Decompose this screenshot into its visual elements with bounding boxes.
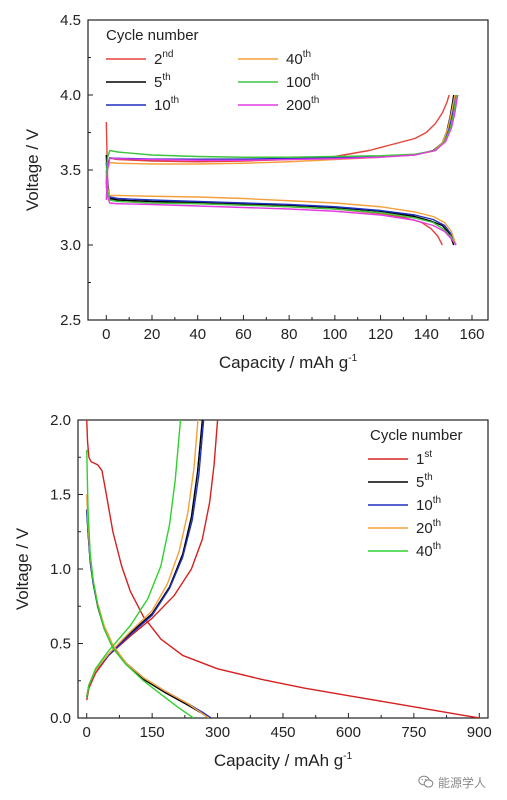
x-tick-label: 300 — [205, 724, 230, 741]
x-axis-label: Capacity / mAh g-1 — [214, 751, 353, 770]
legend-entry: 1st — [416, 449, 432, 468]
y-tick-label: 0.0 — [50, 710, 71, 727]
series-2-discharge-line — [86, 509, 210, 718]
legend-entry: 20th — [416, 518, 441, 537]
legend-entry: 10th — [154, 95, 179, 114]
series-1-discharge-line — [86, 420, 480, 718]
x-tick-label: 80 — [281, 326, 298, 343]
y-tick-label: 4.0 — [60, 87, 81, 104]
legend: Cycle number 2nd 5th 10th 40th 100th 200th — [106, 27, 319, 114]
x-tick-label: 150 — [140, 724, 165, 741]
x-tick-label: 0 — [83, 724, 91, 741]
x-tick-label: 100 — [322, 326, 347, 343]
chart-bottom: 0 150 300 450 600 750 900 0.0 0.5 1.0 1.5 2.0 Capaci… — [13, 412, 492, 770]
x-tick-label: 900 — [467, 724, 492, 741]
legend-title: Cycle number — [106, 27, 199, 44]
y-tick-label: 0.5 — [50, 636, 71, 653]
legend-entry: 2nd — [154, 49, 173, 68]
legend-title: Cycle number — [370, 427, 463, 444]
x-tick-label: 750 — [401, 724, 426, 741]
series-1-charge-line — [86, 420, 219, 701]
x-tick-label: 40 — [189, 326, 206, 343]
y-axis-label: Voltage / V — [23, 128, 42, 211]
legend: Cycle number 1st 5th 10th 20th 40th — [368, 427, 463, 560]
x-tick-label: 450 — [270, 724, 295, 741]
series-layer — [86, 420, 480, 718]
legend-entry: 40th — [286, 49, 311, 68]
y-axis-label: Voltage / V — [13, 527, 32, 610]
series-5-discharge-line — [105, 169, 457, 246]
watermark-text: 能源学人 — [438, 775, 487, 790]
x-tick-label: 120 — [368, 326, 393, 343]
series-4-discharge-line — [105, 169, 457, 246]
legend-entry: 10th — [416, 495, 441, 514]
legend-entry: 40th — [416, 541, 441, 560]
series-layer — [105, 94, 459, 246]
series-5-charge-line — [105, 94, 458, 178]
y-tick-label: 2.0 — [50, 412, 71, 429]
y-tick-label: 4.5 — [60, 12, 81, 29]
legend-entry: 100th — [286, 72, 319, 91]
wechat-icon — [418, 775, 434, 788]
chart-top: 0 20 40 60 80 100 120 140 160 2.5 3.0 3.5 4.0 4.5 Capa… — [23, 12, 489, 372]
series-6-discharge-line — [105, 177, 457, 246]
y-tick-label: 3.0 — [60, 237, 81, 254]
x-tick-label: 0 — [102, 326, 110, 343]
series-3-charge-line — [86, 420, 205, 698]
series-3-discharge-line — [105, 162, 457, 246]
y-tick-label: 2.5 — [60, 312, 81, 329]
x-tick-label: 20 — [144, 326, 161, 343]
legend-entry: 5th — [416, 472, 433, 491]
series-5-charge-line — [86, 420, 182, 698]
y-tick-label: 1.5 — [50, 487, 71, 504]
watermark: 能源学人 — [418, 772, 502, 792]
x-tick-label: 160 — [459, 326, 484, 343]
series-6-charge-line — [105, 94, 459, 201]
x-axis-label: Capacity / mAh g-1 — [219, 353, 358, 372]
series-4-charge-line — [105, 94, 456, 186]
legend-entry: 5th — [154, 72, 171, 91]
y-tick-label: 3.5 — [60, 162, 81, 179]
plot-frame — [77, 419, 489, 719]
series-5-discharge-line — [86, 449, 194, 718]
legend-entry: 200th — [286, 95, 319, 114]
x-tick-label: 600 — [336, 724, 361, 741]
y-tick-label: 1.0 — [50, 561, 71, 578]
x-tick-label: 140 — [414, 326, 439, 343]
series-2-discharge-line — [105, 154, 455, 246]
x-tick-label: 60 — [235, 326, 252, 343]
series-1-discharge-line — [105, 121, 443, 246]
